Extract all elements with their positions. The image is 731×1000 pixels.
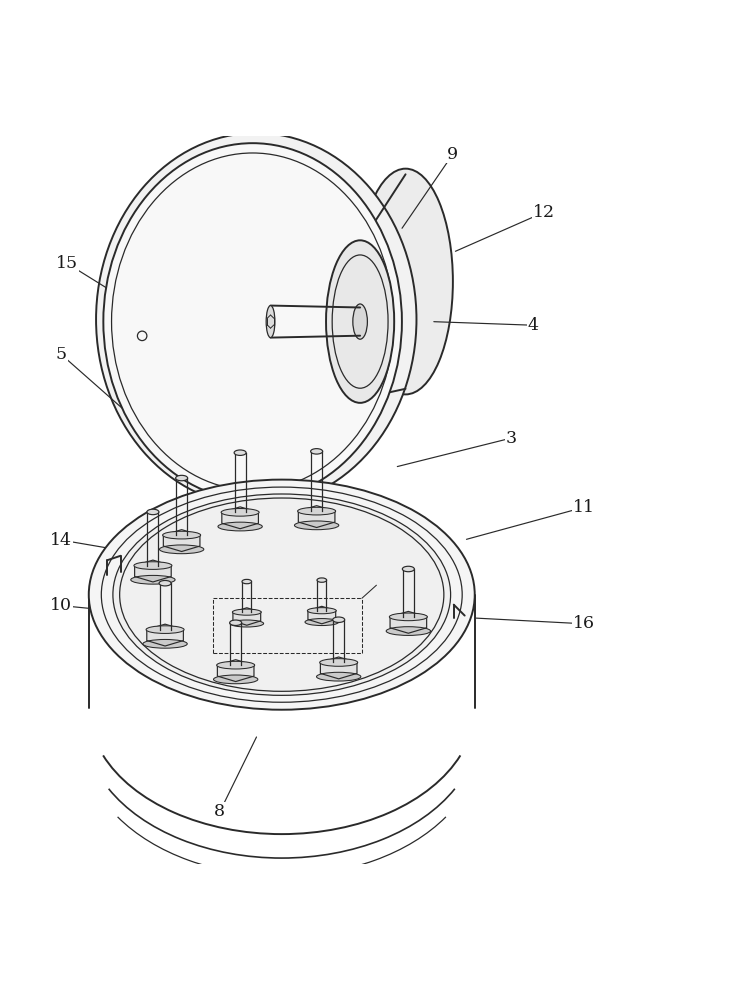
Ellipse shape: [96, 133, 417, 506]
Polygon shape: [233, 608, 261, 625]
Ellipse shape: [266, 306, 275, 338]
Polygon shape: [217, 660, 254, 682]
Ellipse shape: [234, 450, 246, 455]
Text: 12: 12: [533, 204, 555, 221]
Ellipse shape: [143, 639, 187, 648]
Ellipse shape: [333, 617, 345, 622]
Polygon shape: [163, 530, 200, 552]
Ellipse shape: [353, 304, 368, 339]
Ellipse shape: [390, 613, 428, 621]
Ellipse shape: [175, 475, 188, 481]
Polygon shape: [298, 506, 335, 528]
Polygon shape: [135, 560, 171, 582]
Ellipse shape: [216, 661, 254, 669]
Ellipse shape: [113, 494, 450, 695]
Polygon shape: [390, 611, 427, 633]
Ellipse shape: [103, 143, 402, 500]
Polygon shape: [147, 624, 183, 646]
Text: 4: 4: [528, 317, 539, 334]
Ellipse shape: [213, 675, 258, 684]
Ellipse shape: [134, 562, 172, 569]
Ellipse shape: [159, 580, 171, 586]
Text: 3: 3: [506, 430, 517, 447]
Ellipse shape: [162, 531, 200, 539]
Text: 11: 11: [573, 499, 595, 516]
Ellipse shape: [159, 545, 204, 554]
Text: 15: 15: [56, 255, 78, 272]
Text: 5: 5: [56, 346, 67, 363]
Ellipse shape: [319, 659, 357, 666]
Ellipse shape: [358, 169, 453, 394]
Ellipse shape: [221, 509, 259, 516]
Ellipse shape: [298, 507, 336, 515]
Ellipse shape: [295, 521, 338, 530]
Ellipse shape: [230, 620, 264, 627]
Ellipse shape: [317, 578, 327, 582]
Ellipse shape: [232, 609, 261, 615]
Ellipse shape: [308, 608, 336, 614]
Text: 14: 14: [50, 532, 72, 549]
Text: 16: 16: [573, 615, 595, 632]
Ellipse shape: [242, 579, 251, 584]
Ellipse shape: [147, 509, 159, 515]
Ellipse shape: [230, 620, 242, 625]
Ellipse shape: [305, 619, 338, 626]
Ellipse shape: [386, 627, 431, 635]
Ellipse shape: [88, 480, 474, 710]
Ellipse shape: [218, 522, 262, 531]
Polygon shape: [308, 606, 336, 624]
Ellipse shape: [326, 240, 394, 403]
Polygon shape: [320, 657, 357, 679]
Ellipse shape: [131, 575, 175, 584]
Ellipse shape: [402, 566, 414, 572]
Ellipse shape: [311, 449, 322, 454]
Polygon shape: [221, 507, 259, 529]
Ellipse shape: [317, 672, 361, 681]
Text: 10: 10: [50, 597, 72, 614]
Ellipse shape: [146, 626, 184, 633]
Text: 8: 8: [214, 803, 225, 820]
Text: 9: 9: [447, 146, 458, 163]
